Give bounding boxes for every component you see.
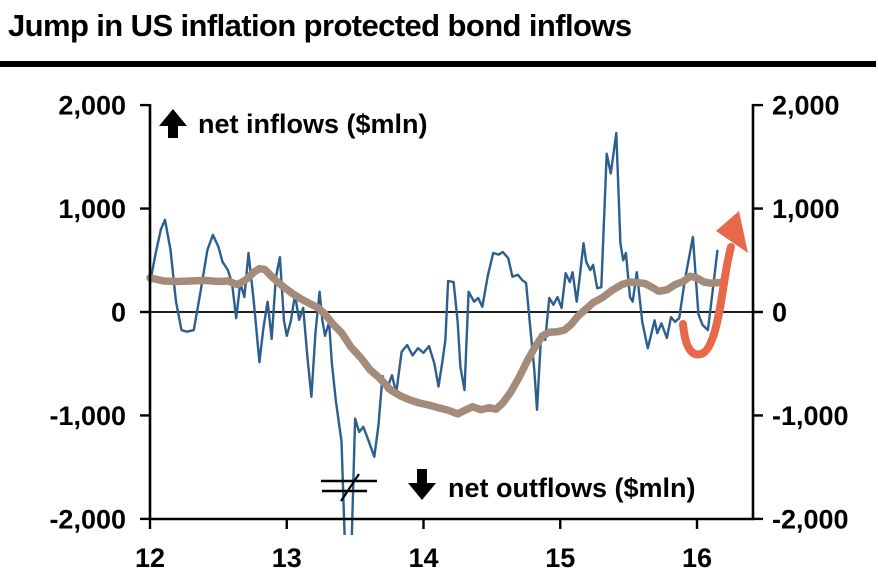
svg-text:13: 13 <box>272 543 302 573</box>
series-weekly-flows <box>148 131 719 535</box>
svg-text:15: 15 <box>545 543 575 573</box>
svg-text:1,000: 1,000 <box>58 194 126 224</box>
axes <box>140 103 763 529</box>
svg-text:2,000: 2,000 <box>58 91 126 121</box>
annotation-net-inflows: net inflows ($mln) <box>159 109 428 139</box>
trend-arrow-head <box>716 211 748 253</box>
svg-text:14: 14 <box>408 543 438 573</box>
svg-text:-2,000: -2,000 <box>772 504 849 534</box>
svg-text:1,000: 1,000 <box>772 194 840 224</box>
axis-break-icon <box>321 473 377 502</box>
trend-arrow-icon <box>679 211 748 359</box>
svg-text:-2,000: -2,000 <box>49 504 126 534</box>
svg-text:-1,000: -1,000 <box>772 401 849 431</box>
svg-text:12: 12 <box>135 543 165 573</box>
annotation-net-outflows: net outflows ($mln) <box>408 469 695 503</box>
svg-text:16: 16 <box>682 543 712 573</box>
up-arrow-icon <box>159 109 187 138</box>
net-inflows-label: net inflows ($mln) <box>198 109 428 139</box>
svg-text:2,000: 2,000 <box>772 91 840 121</box>
svg-text:-1,000: -1,000 <box>49 401 126 431</box>
svg-text:0: 0 <box>111 298 126 328</box>
page-title: Jump in US inflation protected bond infl… <box>8 8 632 43</box>
net-outflows-label: net outflows ($mln) <box>448 473 695 503</box>
series-smoothed-average <box>146 264 724 418</box>
down-arrow-icon <box>408 469 436 500</box>
title-rule <box>0 61 876 67</box>
trend-arrow-shaft <box>679 243 735 359</box>
svg-text:0: 0 <box>772 298 787 328</box>
tick-labels: 2,000 2,000 1,000 1,000 0 0 -1,000 -1,000 -2,000… <box>49 91 848 573</box>
